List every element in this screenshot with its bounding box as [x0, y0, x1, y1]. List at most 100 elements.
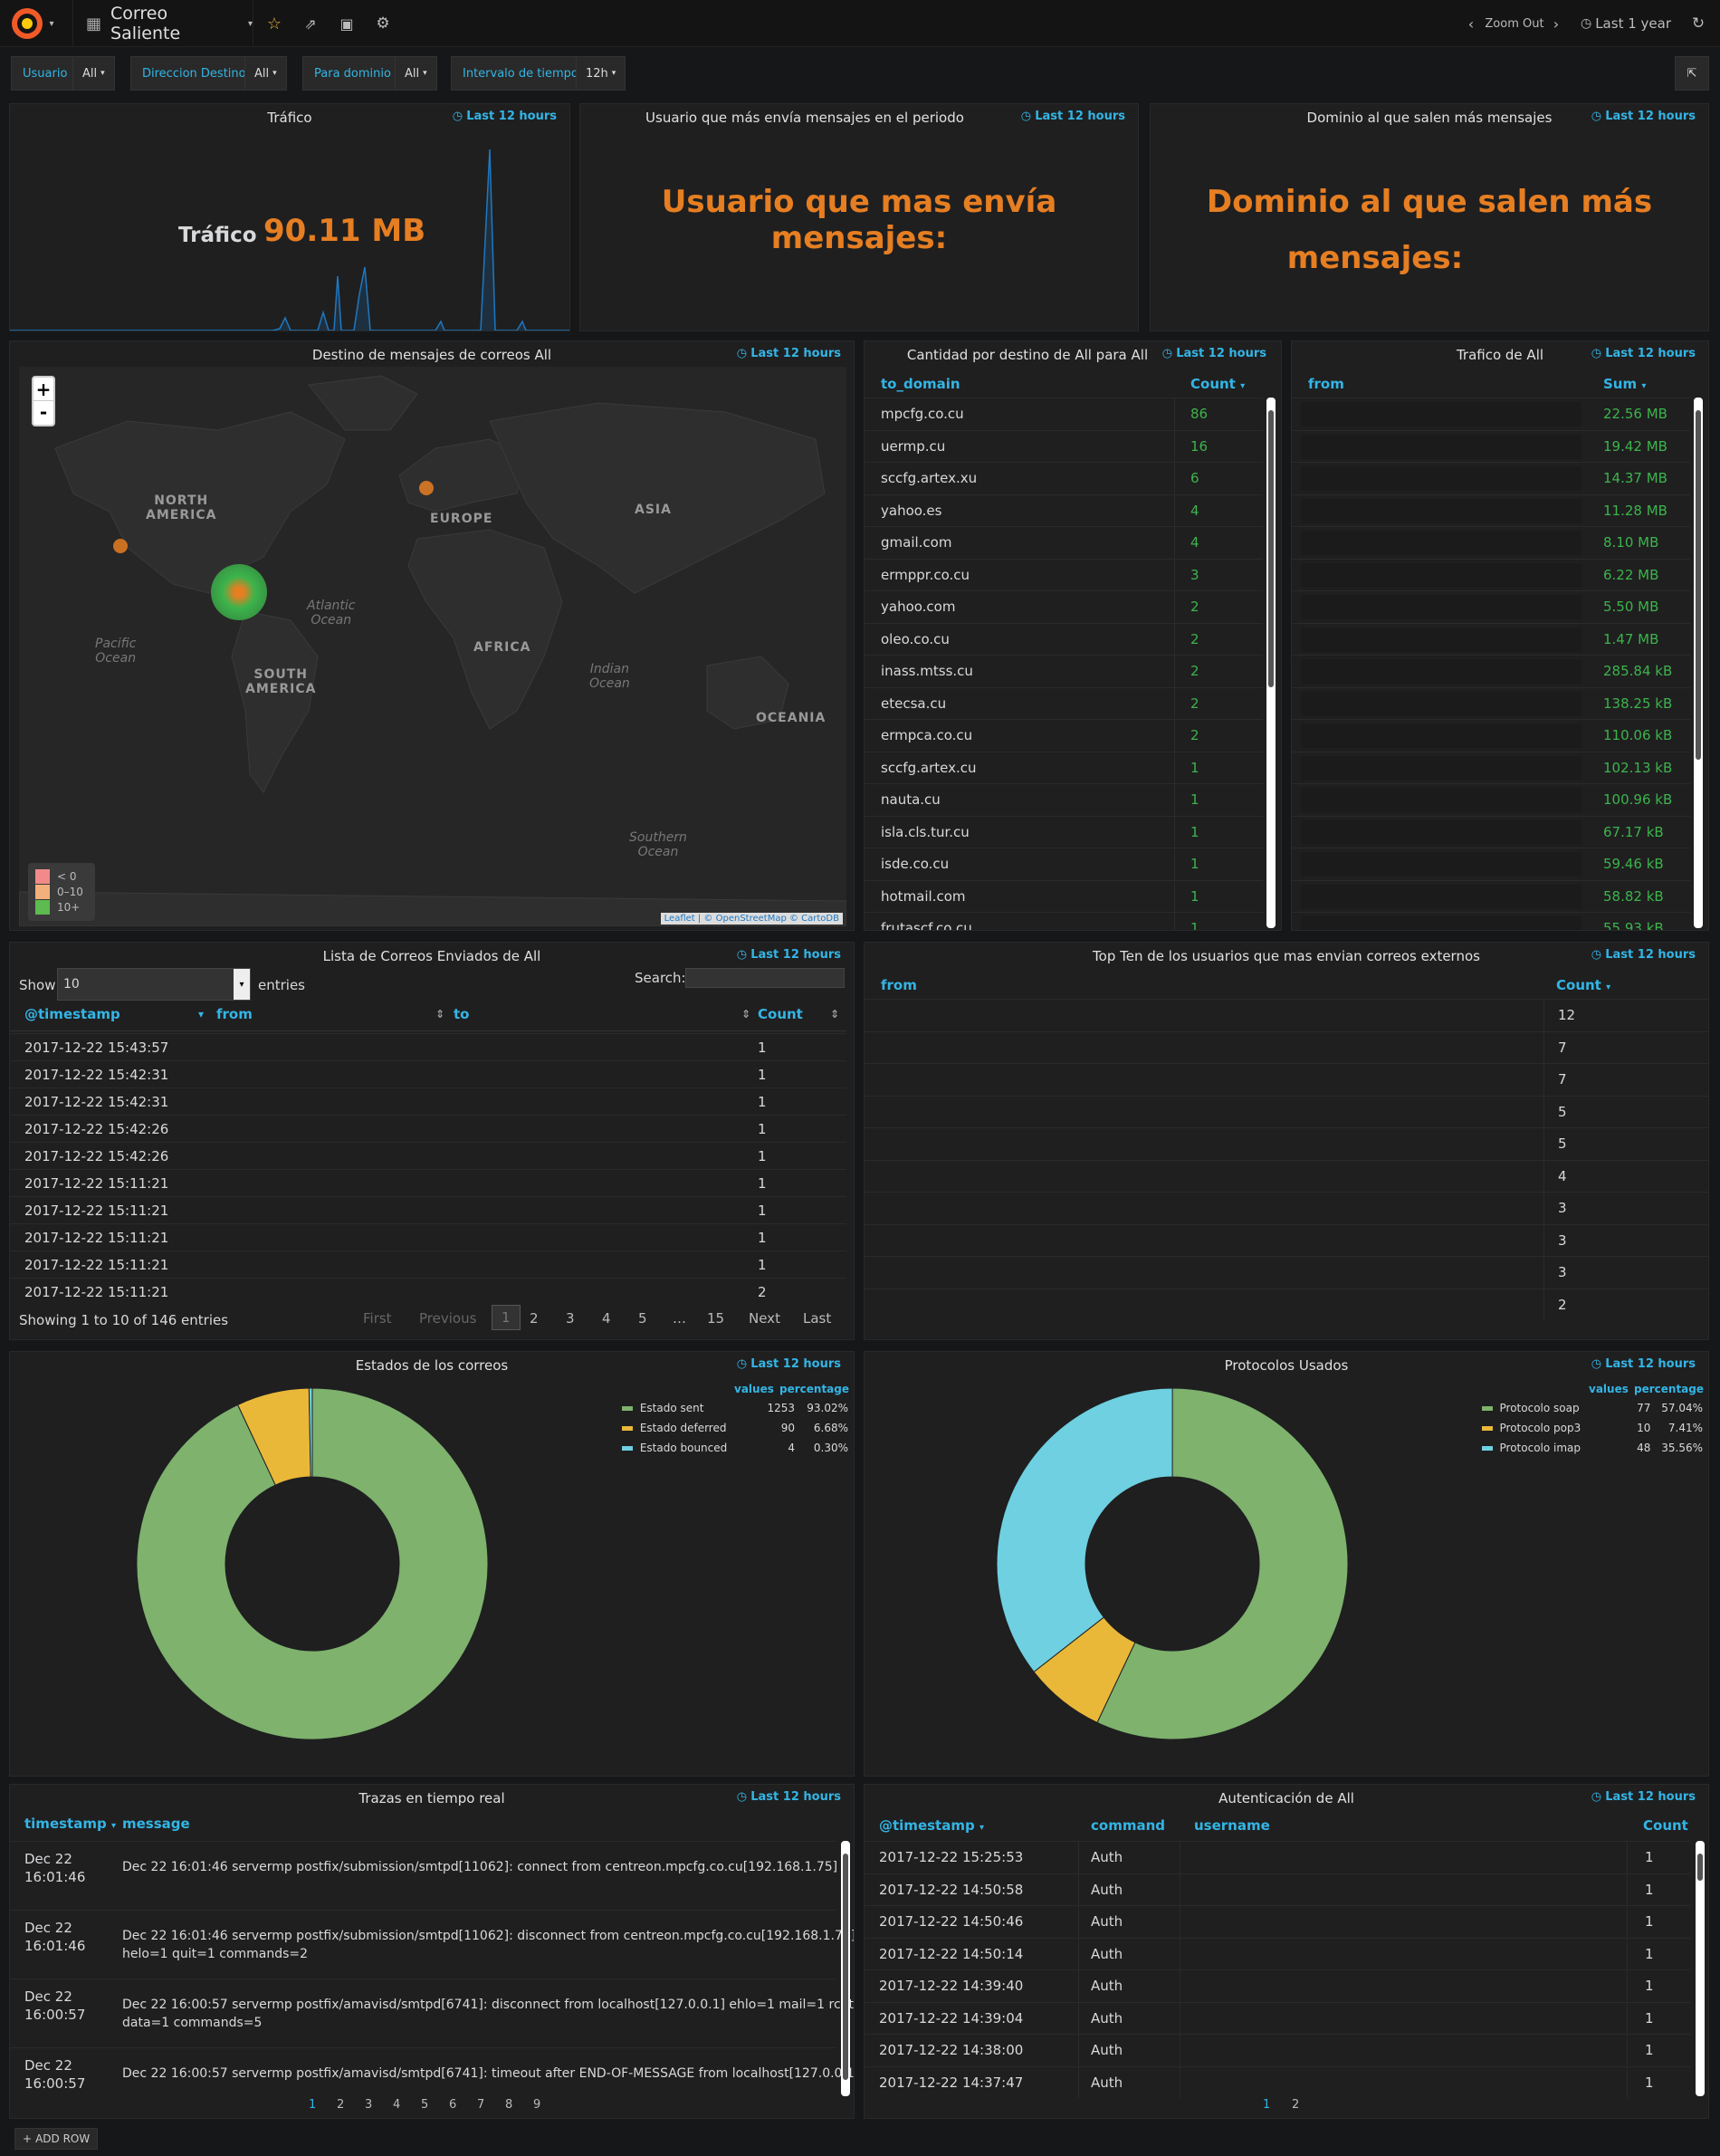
table-row: yahoo.com 2 — [865, 590, 1263, 623]
map-attribution[interactable]: Leaflet | © OpenStreetMap © CartoDB — [660, 913, 843, 925]
sort-icon[interactable]: ⇕ — [741, 1008, 751, 1021]
share-button[interactable]: ⇗ — [295, 0, 326, 47]
scrollbar[interactable] — [1696, 1841, 1705, 2096]
pagination-ellipsis[interactable]: … — [673, 1310, 686, 1327]
col-header-timestamp[interactable]: @timestamp — [24, 1006, 120, 1022]
zoom-out-button[interactable]: Zoom Out — [1483, 0, 1546, 47]
legend-item[interactable]: Estado sent 1253 93.02% — [622, 1399, 848, 1417]
entries-select[interactable]: 10 ▾ — [57, 968, 251, 1001]
col-header-count[interactable]: Count — [1643, 1817, 1688, 1834]
pagination-page-3[interactable]: 3 — [566, 1310, 575, 1327]
pagination-page-8[interactable]: 8 — [505, 2098, 513, 2112]
add-row-button[interactable]: + ADD ROW — [14, 2128, 99, 2150]
column-divider — [1174, 848, 1175, 880]
var-dominio-select[interactable]: All ▾ — [395, 56, 437, 91]
cell-to-domain: oleo.co.cu — [881, 630, 950, 647]
pagination-page-4[interactable]: 4 — [602, 1310, 611, 1327]
legend-item[interactable]: Estado bounced 4 0.30% — [622, 1439, 848, 1457]
col-header-to-domain[interactable]: to_domain — [881, 376, 960, 392]
pagination-page-7[interactable]: 7 — [477, 2098, 485, 2112]
scrollbar-thumb[interactable] — [1268, 410, 1274, 687]
scrollbar-thumb[interactable] — [843, 1854, 848, 2080]
pagination-page-1[interactable]: 1 — [309, 2098, 317, 2112]
entries-label: entries — [258, 977, 305, 993]
time-picker-button[interactable]: ◷ Last 1 year — [1572, 0, 1680, 47]
time-back-button[interactable]: ‹ — [1457, 0, 1485, 47]
col-header-timestamp[interactable]: @timestamp ▾ — [879, 1817, 984, 1834]
pagination-last[interactable]: Last — [803, 1310, 832, 1327]
donut-slice-protocolo-imap[interactable] — [996, 1387, 1173, 1673]
col-header-timestamp[interactable]: timestamp ▾ — [24, 1816, 116, 1832]
var-usuario-select[interactable]: All ▾ — [72, 56, 115, 91]
col-header-from[interactable]: from — [881, 977, 917, 993]
save-button[interactable]: ▣ — [331, 0, 362, 47]
legend-item[interactable]: Estado deferred 90 6.68% — [622, 1419, 848, 1437]
grafana-logo-button[interactable]: ▾ — [0, 0, 63, 47]
legend-swatch — [622, 1425, 633, 1431]
map-marker-small[interactable] — [113, 539, 128, 553]
col-header-from[interactable]: from — [1308, 376, 1344, 392]
donut-slice-protocolo-soap[interactable] — [1096, 1387, 1349, 1740]
legend-swatch — [622, 1445, 633, 1451]
donut-slice-estado-sent[interactable] — [136, 1387, 489, 1740]
scrollbar-thumb[interactable] — [1696, 410, 1701, 760]
donut-slice-estado-bounced[interactable] — [308, 1387, 313, 1478]
column-divider — [1627, 1842, 1628, 1873]
refresh-button[interactable]: ↻ — [1682, 0, 1715, 47]
sort-icon[interactable]: ⇕ — [435, 1008, 445, 1021]
col-header-sum[interactable]: Sum ▾ — [1603, 376, 1646, 392]
pagination-previous[interactable]: Previous — [419, 1310, 477, 1327]
pagination-page-3[interactable]: 3 — [365, 2098, 373, 2112]
scrollbar[interactable] — [1266, 398, 1276, 928]
cell-command: Auth — [1091, 1849, 1123, 1866]
external-link-button[interactable]: ⇱ — [1675, 56, 1709, 91]
lista-pagination: First Previous 1 2 3 4 5 … 15 Next Last — [345, 1303, 852, 1336]
pagination-page-2[interactable]: 2 — [1292, 2098, 1300, 2112]
pagination-page-1[interactable]: 1 — [492, 1305, 521, 1330]
var-intervalo-select[interactable]: 12h ▾ — [576, 56, 626, 91]
legend-item[interactable]: Protocolo imap 48 35.56% — [1482, 1439, 1703, 1457]
col-header-count[interactable]: Count — [758, 1006, 803, 1022]
map-marker-small[interactable] — [419, 481, 434, 495]
pagination-next[interactable]: Next — [749, 1310, 780, 1327]
pagination-page-2[interactable]: 2 — [337, 2098, 345, 2112]
col-header-count[interactable]: Count ▾ — [1190, 376, 1245, 392]
scrollbar[interactable] — [1694, 398, 1703, 928]
dashboard-picker[interactable]: ▦ Correo Saliente ▾ — [72, 0, 253, 47]
pagination-page-9[interactable]: 9 — [533, 2098, 541, 2112]
scrollbar[interactable] — [841, 1841, 850, 2096]
pagination-page-15[interactable]: 15 — [707, 1310, 725, 1327]
map-zoom-out-button[interactable]: - — [39, 401, 48, 423]
table-row: inass.mtss.cu 2 — [865, 655, 1263, 687]
pagination-page-1[interactable]: 1 — [1263, 2098, 1271, 2112]
legend-header-values: values — [1589, 1383, 1629, 1395]
scrollbar-thumb[interactable] — [1697, 1854, 1703, 1881]
pagination-page-6[interactable]: 6 — [449, 2098, 457, 2112]
col-header-command[interactable]: command — [1091, 1817, 1165, 1834]
col-header-from[interactable]: from — [216, 1006, 253, 1022]
cell-timestamp: 2017-12-22 14:38:00 — [879, 2042, 1024, 2059]
col-header-to[interactable]: to — [454, 1006, 470, 1022]
map-marker-large[interactable] — [211, 564, 267, 620]
col-header-message[interactable]: message — [122, 1816, 190, 1832]
pagination-page-4[interactable]: 4 — [393, 2098, 401, 2112]
table-row: etecsa.cu 2 — [865, 686, 1263, 719]
col-header-username[interactable]: username — [1194, 1817, 1270, 1834]
pagination-page-5[interactable]: 5 — [638, 1310, 647, 1327]
search-input[interactable] — [685, 968, 845, 988]
sort-icon[interactable]: ⇕ — [830, 1008, 840, 1021]
pagination-page-2[interactable]: 2 — [530, 1310, 539, 1327]
var-direccion-select[interactable]: All ▾ — [244, 56, 287, 91]
map-zoom-in-button[interactable]: + — [33, 378, 53, 401]
col-header-count[interactable]: Count ▾ — [1556, 977, 1610, 993]
legend-item[interactable]: Protocolo pop3 10 7.41% — [1482, 1419, 1703, 1437]
pagination-first[interactable]: First — [363, 1310, 392, 1327]
star-button[interactable]: ☆ — [259, 0, 290, 47]
column-divider — [1174, 559, 1175, 590]
settings-button[interactable]: ⚙ — [368, 0, 398, 47]
pagination-page-5[interactable]: 5 — [421, 2098, 429, 2112]
sort-icon[interactable]: ▾ — [198, 1008, 205, 1021]
world-map[interactable]: NORTH AMERICA SOUTH AMERICA EUROPE ASIA … — [19, 367, 846, 926]
time-forward-button[interactable]: › — [1543, 0, 1570, 47]
legend-item[interactable]: Protocolo soap 77 57.04% — [1482, 1399, 1703, 1417]
